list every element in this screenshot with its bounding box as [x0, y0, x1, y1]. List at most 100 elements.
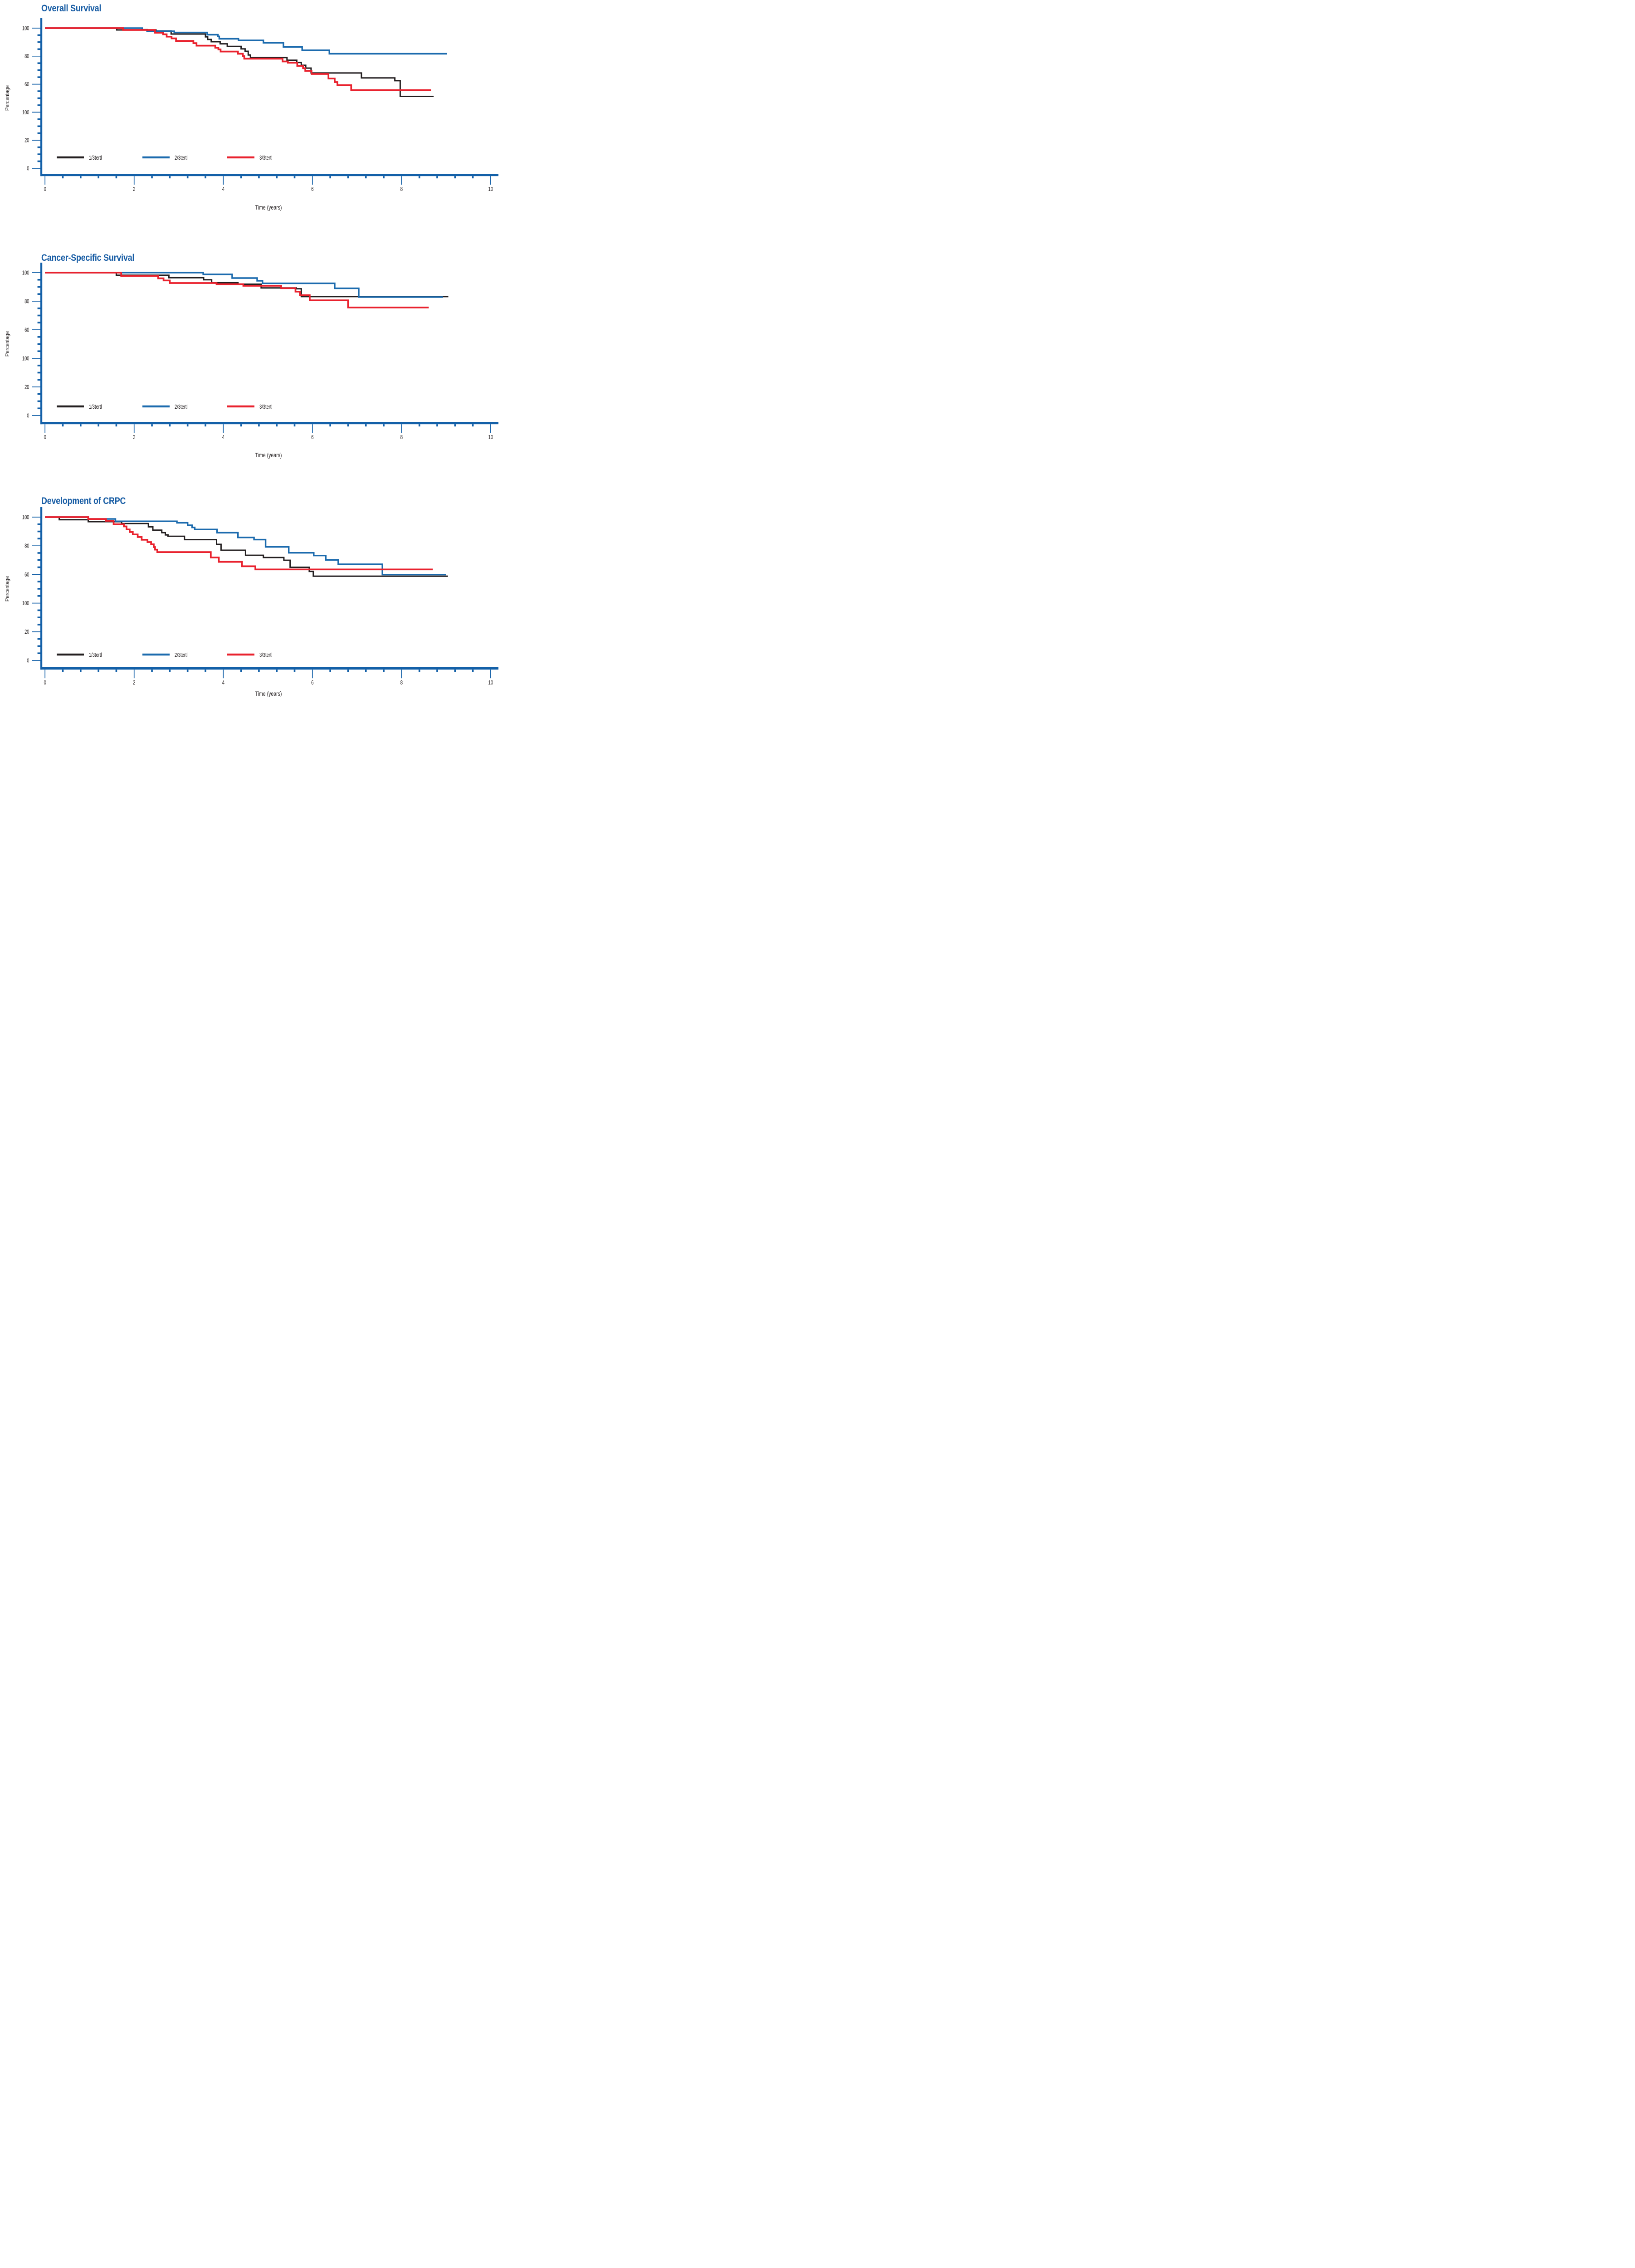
x-minor-tick	[115, 176, 117, 179]
y-minor-tick	[37, 350, 40, 352]
y-minor-tick	[37, 609, 40, 611]
x-minor-tick	[347, 424, 349, 427]
x-minor-tick	[293, 670, 296, 672]
x-minor-tick	[365, 424, 367, 427]
y-tick-label: 20	[24, 384, 29, 391]
y-minor-tick	[37, 307, 40, 309]
y-minor-tick	[37, 566, 40, 568]
x-minor-tick	[98, 176, 99, 179]
x-tick-label: 2	[133, 435, 135, 441]
y-tick-label: 80	[24, 298, 29, 305]
legend-label-3: 3/3tertl	[259, 155, 273, 161]
x-minor-tick	[258, 176, 260, 179]
y-minor-tick	[37, 90, 40, 92]
y-minor-tick	[37, 279, 40, 281]
y-minor-tick	[37, 132, 40, 134]
x-minor-tick	[258, 670, 260, 672]
x-axis-bar	[40, 667, 498, 670]
legend-swatch-3	[227, 405, 254, 408]
y-minor-tick	[37, 638, 40, 640]
x-minor-tick	[186, 424, 189, 427]
legend-swatch-2	[142, 405, 170, 408]
y-minor-tick	[37, 530, 40, 533]
legend-label-2: 2/3tertl	[175, 155, 188, 161]
x-minor-tick	[80, 176, 82, 179]
x-minor-tick	[169, 424, 171, 427]
y-minor-tick	[37, 322, 40, 324]
chart-section-cancer-specific-survival: Cancer-Specific Survival Percentage 100 8…	[0, 236, 499, 481]
x-minor-tick	[240, 670, 242, 672]
x-minor-tick	[258, 424, 260, 427]
x-tick-label: 8	[400, 435, 403, 441]
series-curve-3-3tertl	[45, 272, 429, 308]
figure-page: Overall Survival Percentage 100 80 60 100 20…	[0, 0, 499, 702]
y-tick-label: 100	[22, 270, 29, 276]
y-axis-bar	[40, 263, 43, 425]
y-minor-tick	[37, 393, 40, 395]
y-minor-tick	[37, 286, 40, 288]
y-minor-tick	[37, 104, 40, 106]
x-minor-tick	[276, 670, 278, 672]
legend-swatch-1	[57, 653, 84, 656]
legend-label-1: 1/3tertl	[89, 652, 102, 658]
chart-title-overall-survival: Overall Survival	[41, 3, 102, 14]
y-minor-tick	[37, 588, 40, 590]
y-minor-tick	[37, 48, 40, 50]
x-minor-tick	[98, 424, 99, 427]
x-minor-tick	[186, 176, 189, 179]
legend-label-3: 3/3tertl	[259, 652, 273, 658]
x-minor-tick	[454, 176, 456, 179]
x-tick-label: 6	[311, 186, 313, 193]
legend-label-3: 3/3tertl	[259, 404, 273, 410]
x-minor-tick	[418, 176, 420, 179]
x-tick-label: 0	[44, 186, 46, 193]
x-axis-label: Time (years)	[255, 690, 282, 697]
series-curve-3-3tertl	[45, 27, 431, 91]
x-axis-bar	[40, 174, 498, 176]
x-tick-label: 8	[400, 680, 403, 686]
x-minor-tick	[98, 670, 99, 672]
y-tick-label: 100	[22, 25, 29, 32]
legend-swatch-2	[142, 653, 170, 656]
x-minor-tick	[240, 176, 242, 179]
x-minor-tick	[205, 670, 206, 672]
y-tick-label: 0	[27, 413, 29, 419]
x-minor-tick	[62, 424, 64, 427]
x-minor-tick	[151, 424, 153, 427]
x-minor-tick	[418, 670, 420, 672]
x-minor-tick	[329, 176, 331, 179]
y-tick-label: 60	[24, 327, 29, 333]
legend-swatch-3	[227, 653, 254, 656]
y-minor-tick	[37, 343, 40, 345]
x-minor-tick	[80, 424, 82, 427]
x-minor-tick	[240, 424, 242, 427]
x-tick-label: 4	[222, 680, 225, 686]
y-tick-label: 60	[24, 82, 29, 88]
chart-title-cancer-specific-survival: Cancer-Specific Survival	[41, 253, 135, 263]
y-minor-tick	[37, 595, 40, 597]
x-minor-tick	[436, 176, 438, 179]
y-minor-tick	[37, 97, 40, 99]
x-minor-tick	[151, 176, 153, 179]
y-tick-label: 20	[24, 137, 29, 144]
x-tick-label: 6	[311, 680, 313, 686]
x-minor-tick	[347, 670, 349, 672]
x-minor-tick	[436, 424, 438, 427]
x-minor-tick	[276, 176, 278, 179]
y-minor-tick	[37, 62, 40, 64]
x-minor-tick	[329, 670, 331, 672]
y-tick-label: 0	[27, 166, 29, 172]
x-tick-label: 2	[133, 680, 135, 686]
y-minor-tick	[37, 336, 40, 338]
x-minor-tick	[293, 176, 296, 179]
series-curve-2-3tertl	[45, 27, 447, 55]
x-tick-label: 10	[488, 435, 493, 441]
x-minor-tick	[205, 424, 206, 427]
y-minor-tick	[37, 125, 40, 127]
y-minor-tick	[37, 559, 40, 561]
x-minor-tick	[62, 670, 64, 672]
y-minor-tick	[37, 538, 40, 540]
legend-label-2: 2/3tertl	[175, 652, 188, 658]
x-minor-tick	[383, 670, 385, 672]
y-minor-tick	[37, 616, 40, 618]
